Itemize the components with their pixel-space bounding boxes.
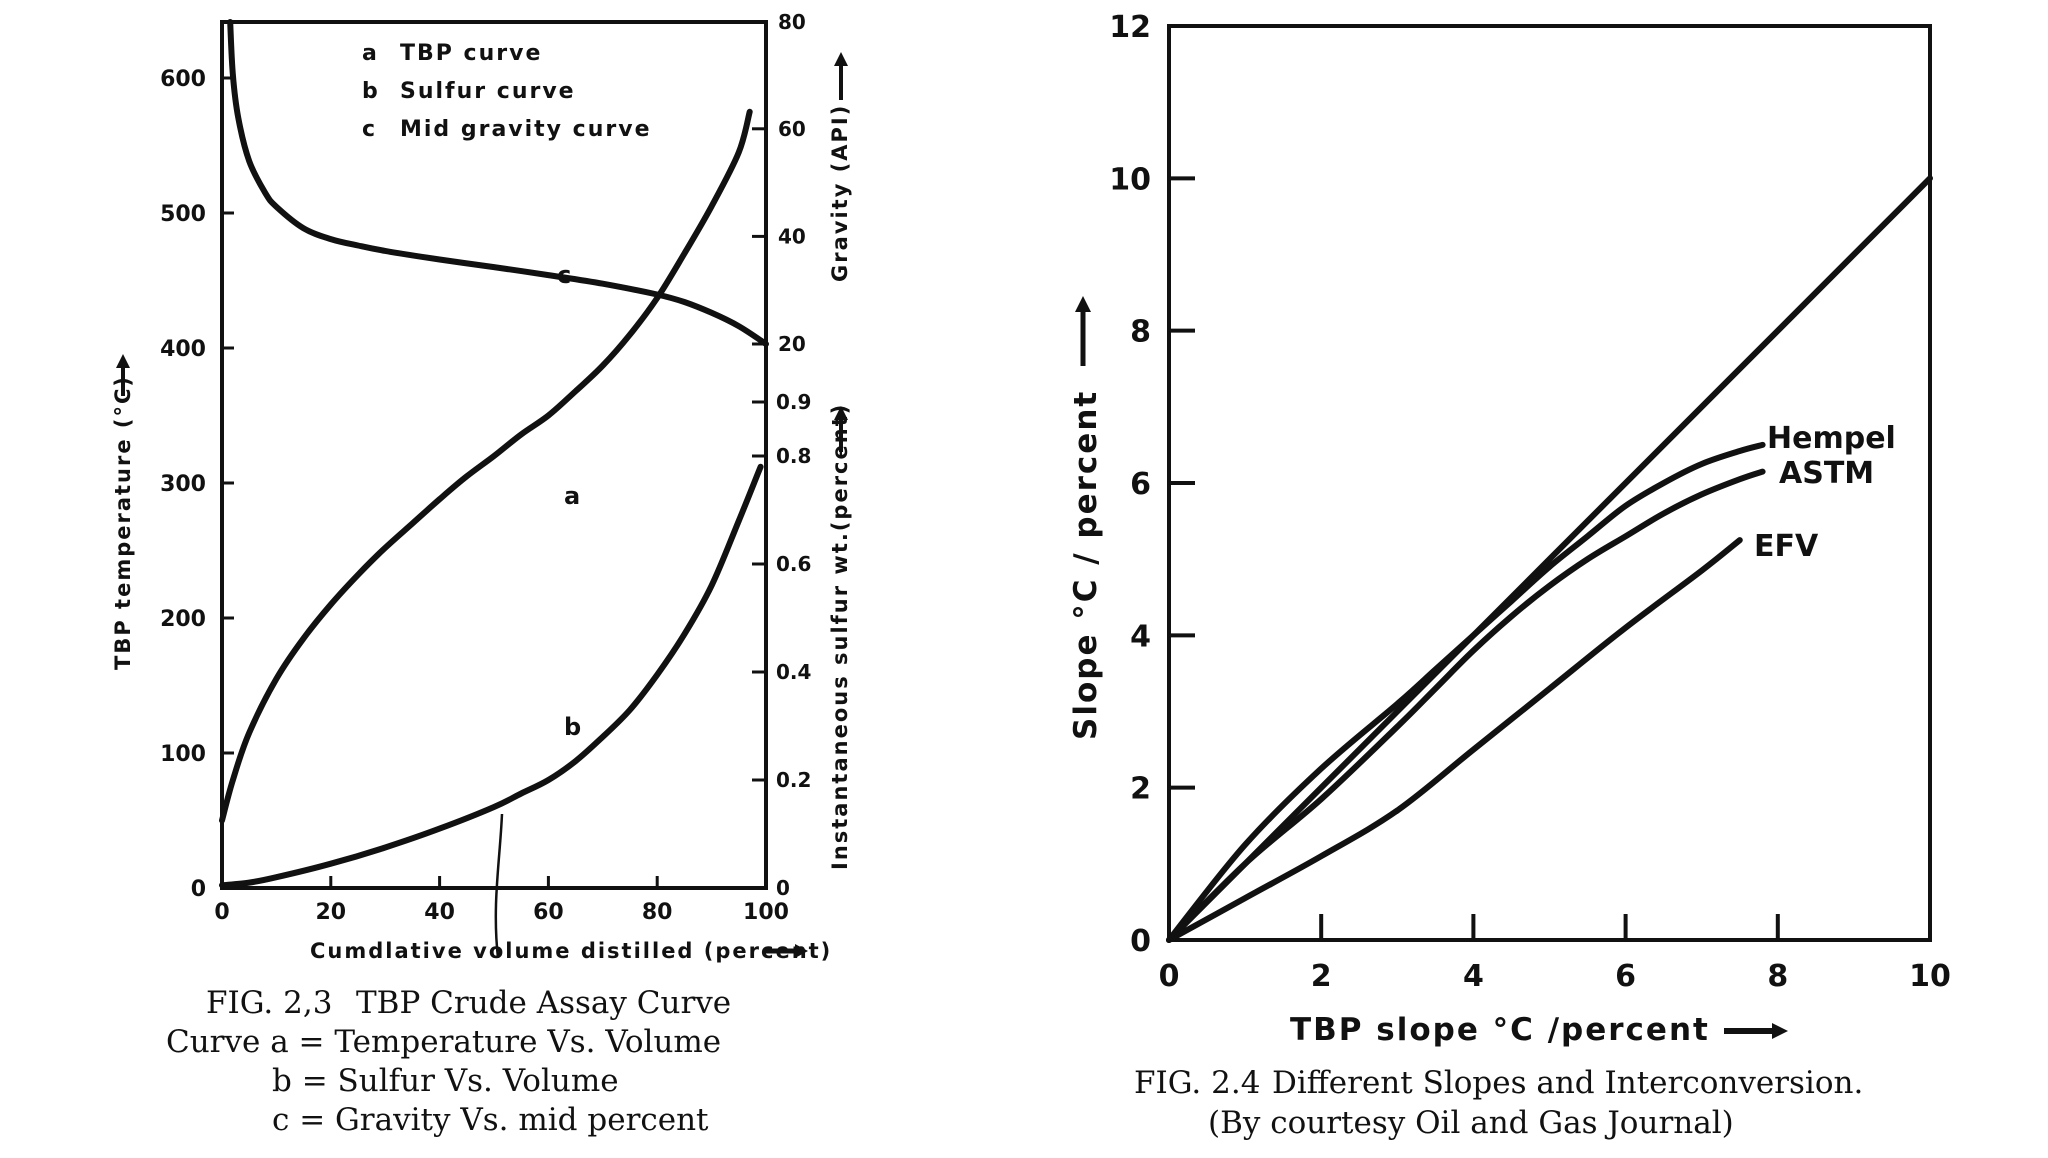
x-tick-label: 60 bbox=[533, 900, 564, 925]
x-tick-label: 20 bbox=[315, 900, 346, 925]
chart-1-left-axis-title: TBP temperature (°C) bbox=[111, 375, 135, 670]
curve-label-efv: EFV bbox=[1754, 529, 1819, 564]
chart-1-x-axis-title: Cumdlative volume distilled (percent) bbox=[310, 939, 832, 963]
curve-hempel bbox=[1166, 441, 1766, 943]
chart-1-left-y-ticks: 0 100 200 300 400 500 600 bbox=[160, 67, 234, 902]
x-tick-label: 40 bbox=[424, 900, 455, 925]
curve-c bbox=[227, 19, 769, 347]
curve-label-c: c bbox=[557, 261, 571, 289]
chart-2-caption: FIG. 2.4 Different Slopes and Interconve… bbox=[1134, 1065, 1863, 1141]
y-tick-label: 12 bbox=[1109, 10, 1151, 45]
left-tick-label: 0 bbox=[191, 877, 206, 902]
chart-1-title: TBP Crude Assay Curve bbox=[356, 985, 731, 1021]
right-bottom-tick-label: 0 bbox=[776, 876, 790, 900]
chart-1-left-axis-arrow bbox=[116, 354, 130, 396]
chart-2-curves bbox=[1166, 175, 1933, 943]
right-top-tick-label: 40 bbox=[778, 224, 806, 248]
chart-2-y-axis-arrow bbox=[1075, 296, 1091, 366]
right-bottom-tick-label: 0.8 bbox=[776, 444, 811, 468]
right-top-tick-label: 20 bbox=[778, 332, 806, 356]
chart-2-y-axis-title: Slope °C / percent bbox=[1068, 390, 1104, 740]
chart-2-y-ticks: 0 2 4 6 8 10 12 bbox=[1109, 10, 1195, 959]
chart-2-subtitle: (By courtesy Oil and Gas Journal) bbox=[1208, 1105, 1734, 1141]
left-tick-label: 300 bbox=[160, 472, 206, 497]
x-tick-label: 0 bbox=[1159, 959, 1180, 994]
right-bottom-tick-label: 0.9 bbox=[776, 390, 811, 414]
chart-1-caption-line-a: Curve a = Temperature Vs. Volume bbox=[166, 1024, 721, 1060]
right-bottom-tick-label: 0.4 bbox=[776, 660, 811, 684]
legend-key-b: b bbox=[362, 79, 380, 104]
chart-1-caption: FIG. 2,3 TBP Crude Assay Curve Curve a =… bbox=[166, 985, 731, 1138]
legend-key-a: a bbox=[362, 41, 379, 66]
right-top-tick-label: 80 bbox=[778, 10, 806, 34]
y-tick-label: 4 bbox=[1130, 619, 1151, 654]
left-tick-label: 400 bbox=[160, 337, 206, 362]
curve-label-a: a bbox=[564, 482, 580, 510]
chart-1-x-ticks: 0 20 40 60 80 100 bbox=[214, 876, 789, 925]
curve-label-astm: ASTM bbox=[1779, 456, 1874, 491]
x-tick-label: 0 bbox=[214, 900, 229, 925]
chart-2-x-axis-title: TBP slope °C /percent bbox=[1290, 1012, 1710, 1048]
legend-label-a: TBP curve bbox=[400, 41, 542, 66]
right-bottom-tick-label: 0.6 bbox=[776, 552, 811, 576]
legend-label-c: Mid gravity curve bbox=[400, 117, 652, 142]
chart-1-x-axis-arrow bbox=[764, 944, 808, 958]
chart-2-x-ticks: 0 2 4 6 8 10 bbox=[1159, 914, 1951, 994]
x-tick-label: 8 bbox=[1767, 959, 1788, 994]
y-tick-label: 2 bbox=[1130, 772, 1151, 807]
chart-2-x-axis-arrow bbox=[1724, 1023, 1788, 1039]
curve-a bbox=[219, 108, 753, 824]
curve-b bbox=[219, 463, 764, 889]
y-tick-label: 6 bbox=[1130, 467, 1151, 502]
y-tick-label: 8 bbox=[1130, 315, 1151, 350]
x-tick-label: 4 bbox=[1463, 959, 1484, 994]
chart-slopes: 0 2 4 6 8 10 0 2 4 6 8 10 12 Hempel ASTM EFV TBP sl… bbox=[1068, 10, 1951, 1141]
chart-1-right-bottom-axis-arrow bbox=[834, 406, 848, 452]
chart-1-curves bbox=[219, 19, 769, 959]
x-tick-label: 2 bbox=[1311, 959, 1332, 994]
left-tick-label: 500 bbox=[160, 202, 206, 227]
chart-1-right-top-ticks: 20 40 60 80 bbox=[752, 10, 806, 356]
chart-1-right-bottom-axis-title: Instantaneous sulfur wt.(percent) bbox=[828, 403, 852, 870]
y-tick-label: 10 bbox=[1109, 162, 1151, 197]
x-tick-label: 6 bbox=[1615, 959, 1636, 994]
y-tick-label: 0 bbox=[1130, 924, 1151, 959]
curve-efv bbox=[1166, 537, 1743, 943]
x-tick-label: 10 bbox=[1909, 959, 1951, 994]
curve-label-hempel: Hempel bbox=[1767, 421, 1896, 456]
chart-2-title: Different Slopes and Interconversion. bbox=[1272, 1065, 1863, 1101]
legend-label-b: Sulfur curve bbox=[400, 79, 576, 104]
x-tick-label: 100 bbox=[743, 900, 789, 925]
leader-line bbox=[494, 813, 504, 959]
x-tick-label: 80 bbox=[642, 900, 673, 925]
left-tick-label: 100 bbox=[160, 742, 206, 767]
left-tick-label: 600 bbox=[160, 67, 206, 92]
curve-astm bbox=[1166, 468, 1766, 943]
chart-1-caption-line-b: b = Sulfur Vs. Volume bbox=[272, 1063, 619, 1099]
chart-1-right-top-axis-title: Gravity (API) bbox=[828, 104, 852, 282]
right-bottom-tick-label: 0.2 bbox=[776, 768, 811, 792]
chart-1-figure-number: FIG. 2,3 bbox=[206, 985, 332, 1021]
chart-1-right-bottom-ticks: 0 0.2 0.4 0.6 0.8 0.9 bbox=[752, 390, 811, 900]
chart-2-figure-number: FIG. 2.4 bbox=[1134, 1065, 1260, 1101]
legend-key-c: c bbox=[362, 117, 377, 142]
chart-1-legend: a TBP curve b Sulfur curve c Mid gravity… bbox=[362, 41, 652, 142]
right-top-tick-label: 60 bbox=[778, 117, 806, 141]
curve-label-b: b bbox=[564, 713, 581, 741]
left-tick-label: 200 bbox=[160, 607, 206, 632]
chart-1-right-top-axis-arrow bbox=[834, 52, 848, 100]
chart-1-caption-line-c: c = Gravity Vs. mid percent bbox=[272, 1102, 709, 1138]
